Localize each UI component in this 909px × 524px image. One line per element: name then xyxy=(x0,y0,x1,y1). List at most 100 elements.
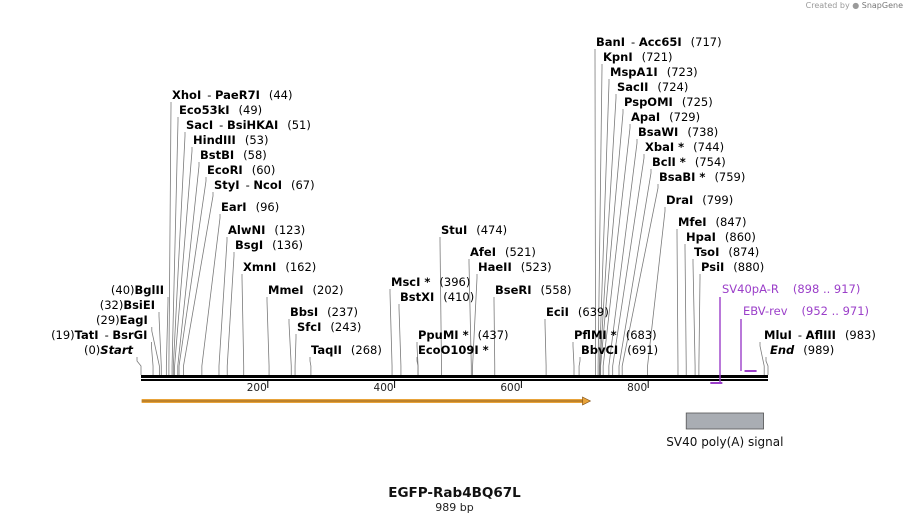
site-label: SacI - BsiHKAI (51) xyxy=(186,118,311,132)
site-label: BbvCI (691) xyxy=(581,343,658,357)
site-leader-line xyxy=(398,304,402,375)
site-label: SacII (724) xyxy=(617,80,688,94)
site-position: (723) xyxy=(667,65,698,79)
site-position: (396) xyxy=(439,275,470,289)
site-label: MluI - AflIII (983) xyxy=(764,328,876,342)
snapgene-logo-icon: ● xyxy=(852,1,860,10)
site-leader-line xyxy=(439,237,442,375)
site-position: (691) xyxy=(627,343,658,357)
primer-annotations: SV40pA-R (898 .. 917) EBV-rev (952 .. 971) xyxy=(710,282,869,384)
site-name: EarI xyxy=(221,200,247,214)
credit-brand: SnapGene xyxy=(861,1,903,10)
site-leader-line xyxy=(168,102,172,375)
site-leader-line xyxy=(572,342,575,375)
site-label: HaeII (523) xyxy=(478,260,552,274)
site-name: BclI * xyxy=(652,155,686,169)
bp-ruler: 200 400 600 800 xyxy=(247,381,649,394)
site-name: PspOMI xyxy=(624,95,673,109)
site-name: BsaWI xyxy=(638,125,678,139)
site-position: (40) xyxy=(111,283,135,297)
site-name: PsiI xyxy=(701,260,724,274)
site-label: ApaI (729) xyxy=(631,110,700,124)
polya-feature-box xyxy=(685,412,764,430)
site-leader-line xyxy=(684,244,687,375)
site-name: PaeR7I xyxy=(215,88,260,102)
primer-name: EBV-rev xyxy=(743,304,788,318)
site-name: BsrGI xyxy=(112,328,147,342)
site-label: (29)EagI xyxy=(96,313,148,327)
site-label: BanI - Acc65I (717) xyxy=(596,35,722,49)
site-labels: BanI - Acc65I (717)KpnI (721)MspA1I (723)Sac… xyxy=(51,35,876,357)
site-name: TsoI xyxy=(694,245,719,259)
orf-arrow-head xyxy=(582,396,592,406)
site-label: (32)BsiEI xyxy=(100,298,155,312)
site-position: (474) xyxy=(476,223,507,237)
site-name: ApaI xyxy=(631,110,660,124)
site-label: XmnI (162) xyxy=(243,260,316,274)
feature-track: SV40 poly(A) signal xyxy=(141,396,783,449)
site-name: KpnI xyxy=(603,50,633,64)
site-leader-line xyxy=(599,94,617,375)
site-leader-line xyxy=(602,124,631,375)
site-name: HindIII xyxy=(193,133,236,147)
site-name: XbaI * xyxy=(645,140,684,154)
site-label: SfcI (243) xyxy=(297,320,361,334)
site-name: HpaI xyxy=(686,230,716,244)
site-name: Eco53kI xyxy=(179,103,230,117)
site-position: (639) xyxy=(578,305,609,319)
site-leader-line xyxy=(158,312,162,375)
site-position: (410) xyxy=(443,290,474,304)
site-label: EciI (639) xyxy=(546,305,609,319)
site-label: KpnI (721) xyxy=(603,50,673,64)
plasmid-size: 989 bp xyxy=(435,501,474,514)
site-position: (744) xyxy=(693,140,724,154)
site-label: BsaWI (738) xyxy=(638,125,718,139)
site-label: HpaI (860) xyxy=(686,230,756,244)
site-name: End xyxy=(770,343,795,357)
site-leader-line xyxy=(618,169,652,375)
site-leader-line xyxy=(178,177,207,375)
site-label: BsgI (136) xyxy=(235,238,303,252)
site-label: Eco53kI (49) xyxy=(179,103,262,117)
site-leader-line xyxy=(309,357,312,375)
site-leader-line xyxy=(151,327,160,375)
site-label: (40)BglII xyxy=(111,283,164,297)
site-label: TaqII (268) xyxy=(311,343,382,357)
site-name: MspA1I xyxy=(610,65,658,79)
site-label: DraI (799) xyxy=(666,193,733,207)
site-leader-line xyxy=(136,357,142,375)
site-label: PsiI (880) xyxy=(701,260,764,274)
site-name: NcoI xyxy=(253,178,282,192)
site-name: PpuMI * xyxy=(418,328,469,342)
site-name: BstXI xyxy=(400,290,434,304)
site-label: StyI - NcoI (67) xyxy=(214,178,315,192)
site-leader-line xyxy=(174,147,193,375)
primer-label: EBV-rev (952 .. 971) xyxy=(743,304,869,318)
site-name: XhoI xyxy=(172,88,201,102)
site-position: (53) xyxy=(245,133,269,147)
site-leader-line xyxy=(759,342,765,375)
site-leader-line xyxy=(598,79,610,375)
site-position: (60) xyxy=(252,163,276,177)
site-label: End (989) xyxy=(770,343,834,357)
site-name: SacII xyxy=(617,80,648,94)
site-label: XhoI - PaeR7I (44) xyxy=(172,88,292,102)
site-name: HaeII xyxy=(478,260,512,274)
primer-name: SV40pA-R xyxy=(722,282,779,296)
site-leader-line xyxy=(172,132,186,375)
site-label: MfeI (847) xyxy=(678,215,746,229)
site-position: (523) xyxy=(521,260,552,274)
site-leader-line xyxy=(165,297,169,375)
site-position: (729) xyxy=(669,110,700,124)
site-name: BanI xyxy=(596,35,625,49)
site-position: (32) xyxy=(100,298,124,312)
site-name: StuI xyxy=(441,223,467,237)
site-position: (847) xyxy=(716,215,747,229)
site-position: (759) xyxy=(714,170,745,184)
site-leader-line xyxy=(544,319,547,375)
site-position: (268) xyxy=(351,343,382,357)
site-leader-line xyxy=(294,334,297,375)
site-label: XbaI * (744) xyxy=(645,140,724,154)
site-leader-line xyxy=(647,207,666,375)
site-label: (19)TatI - BsrGI xyxy=(51,328,147,342)
